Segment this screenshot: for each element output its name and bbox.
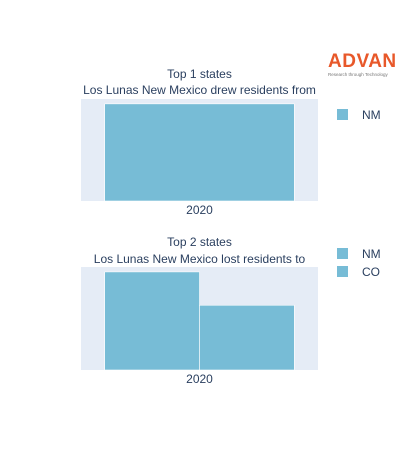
bar-nm — [104, 103, 295, 202]
logo-tagline: Research through Technology — [328, 72, 388, 77]
x-tick-label: 2020 — [186, 372, 213, 386]
logo-wordmark: ADVAN — [328, 51, 397, 72]
legend-label-nm[interactable]: NM — [362, 247, 381, 261]
legend-swatch-nm[interactable] — [337, 248, 348, 259]
legend-swatch-co[interactable] — [337, 266, 348, 277]
bar-nm — [104, 271, 200, 371]
bar-co — [199, 304, 295, 371]
chart-title: Top 2 states — [167, 235, 232, 249]
legend-swatch-nm[interactable] — [337, 109, 348, 120]
chart-subtitle: Los Lunas New Mexico lost residents to — [94, 252, 306, 266]
legend-label-nm[interactable]: NM — [362, 108, 381, 122]
advan-logo: ADVAN Research through Technology — [328, 51, 397, 78]
chart-title: Top 1 states — [167, 67, 232, 81]
x-tick-label: 2020 — [186, 203, 213, 217]
chart-subtitle: Los Lunas New Mexico drew residents from — [83, 83, 316, 97]
legend-label-co[interactable]: CO — [362, 265, 380, 279]
